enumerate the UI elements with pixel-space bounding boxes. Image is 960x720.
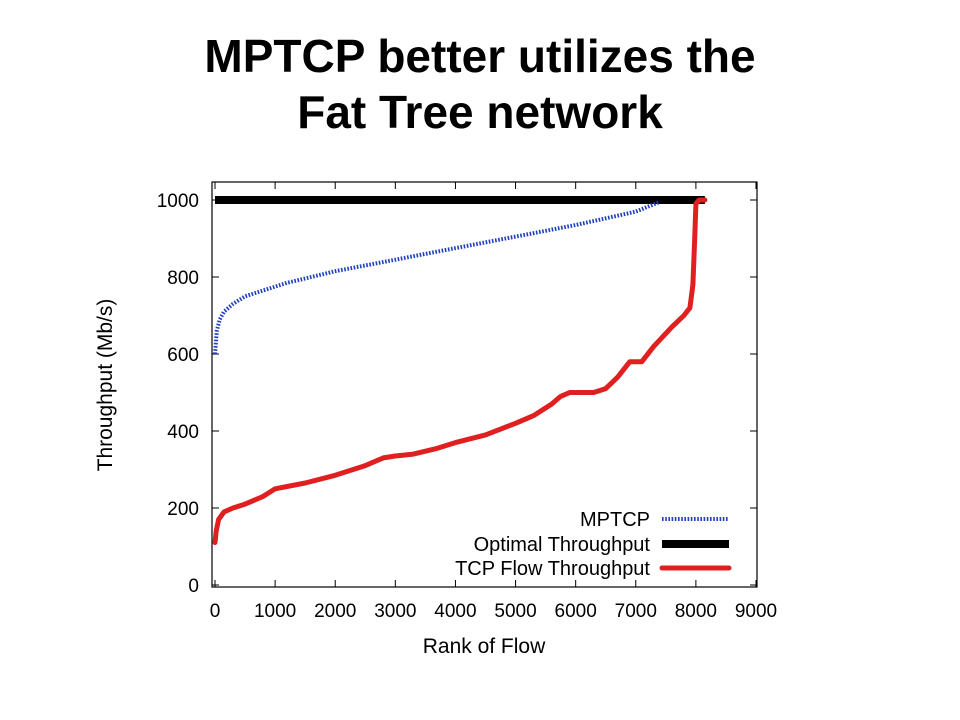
y-tick-label: 400 [167,422,199,443]
legend-label: TCP Flow Throughput [455,558,650,580]
x-tick-label: 6000 [555,601,597,622]
x-axis-label: Rank of Flow [423,635,546,658]
x-tick-label: 1000 [254,601,296,622]
y-tick-label: 600 [167,345,199,366]
x-tick-label: 5000 [494,601,536,622]
y-tick-label: 800 [167,268,199,289]
series-layer [212,196,708,546]
legend-label: MPTCP [580,509,650,531]
x-tick-label: 7000 [615,601,657,622]
y-tick-label: 0 [188,576,199,597]
slide-title-line-2: Fat Tree network [297,86,663,138]
axis-ticks: 0 1000 2000 3000 4000 5000 6000 7000 8000 9000 0 20… [157,182,777,622]
x-tick-label: 3000 [374,601,416,622]
x-tick-label: 9000 [735,601,777,622]
plot-frame [211,181,758,588]
series-line-mptcp [213,200,661,355]
slide-title: MPTCP better utilizes the Fat Tree netwo… [0,28,960,140]
slide-title-line-1: MPTCP better utilizes the [204,30,756,82]
x-tick-label: 4000 [434,601,476,622]
legend-label: Optimal Throughput [474,534,651,556]
x-tick-label: 2000 [314,601,356,622]
x-tick-label: 0 [210,601,221,622]
series-line-tcp-flow-throughput [212,197,708,546]
y-tick-label: 200 [167,499,199,520]
y-axis-label: Throughput (Mb/s) [94,299,117,472]
y-tick-label: 1000 [157,191,199,212]
x-tick-label: 8000 [675,601,717,622]
